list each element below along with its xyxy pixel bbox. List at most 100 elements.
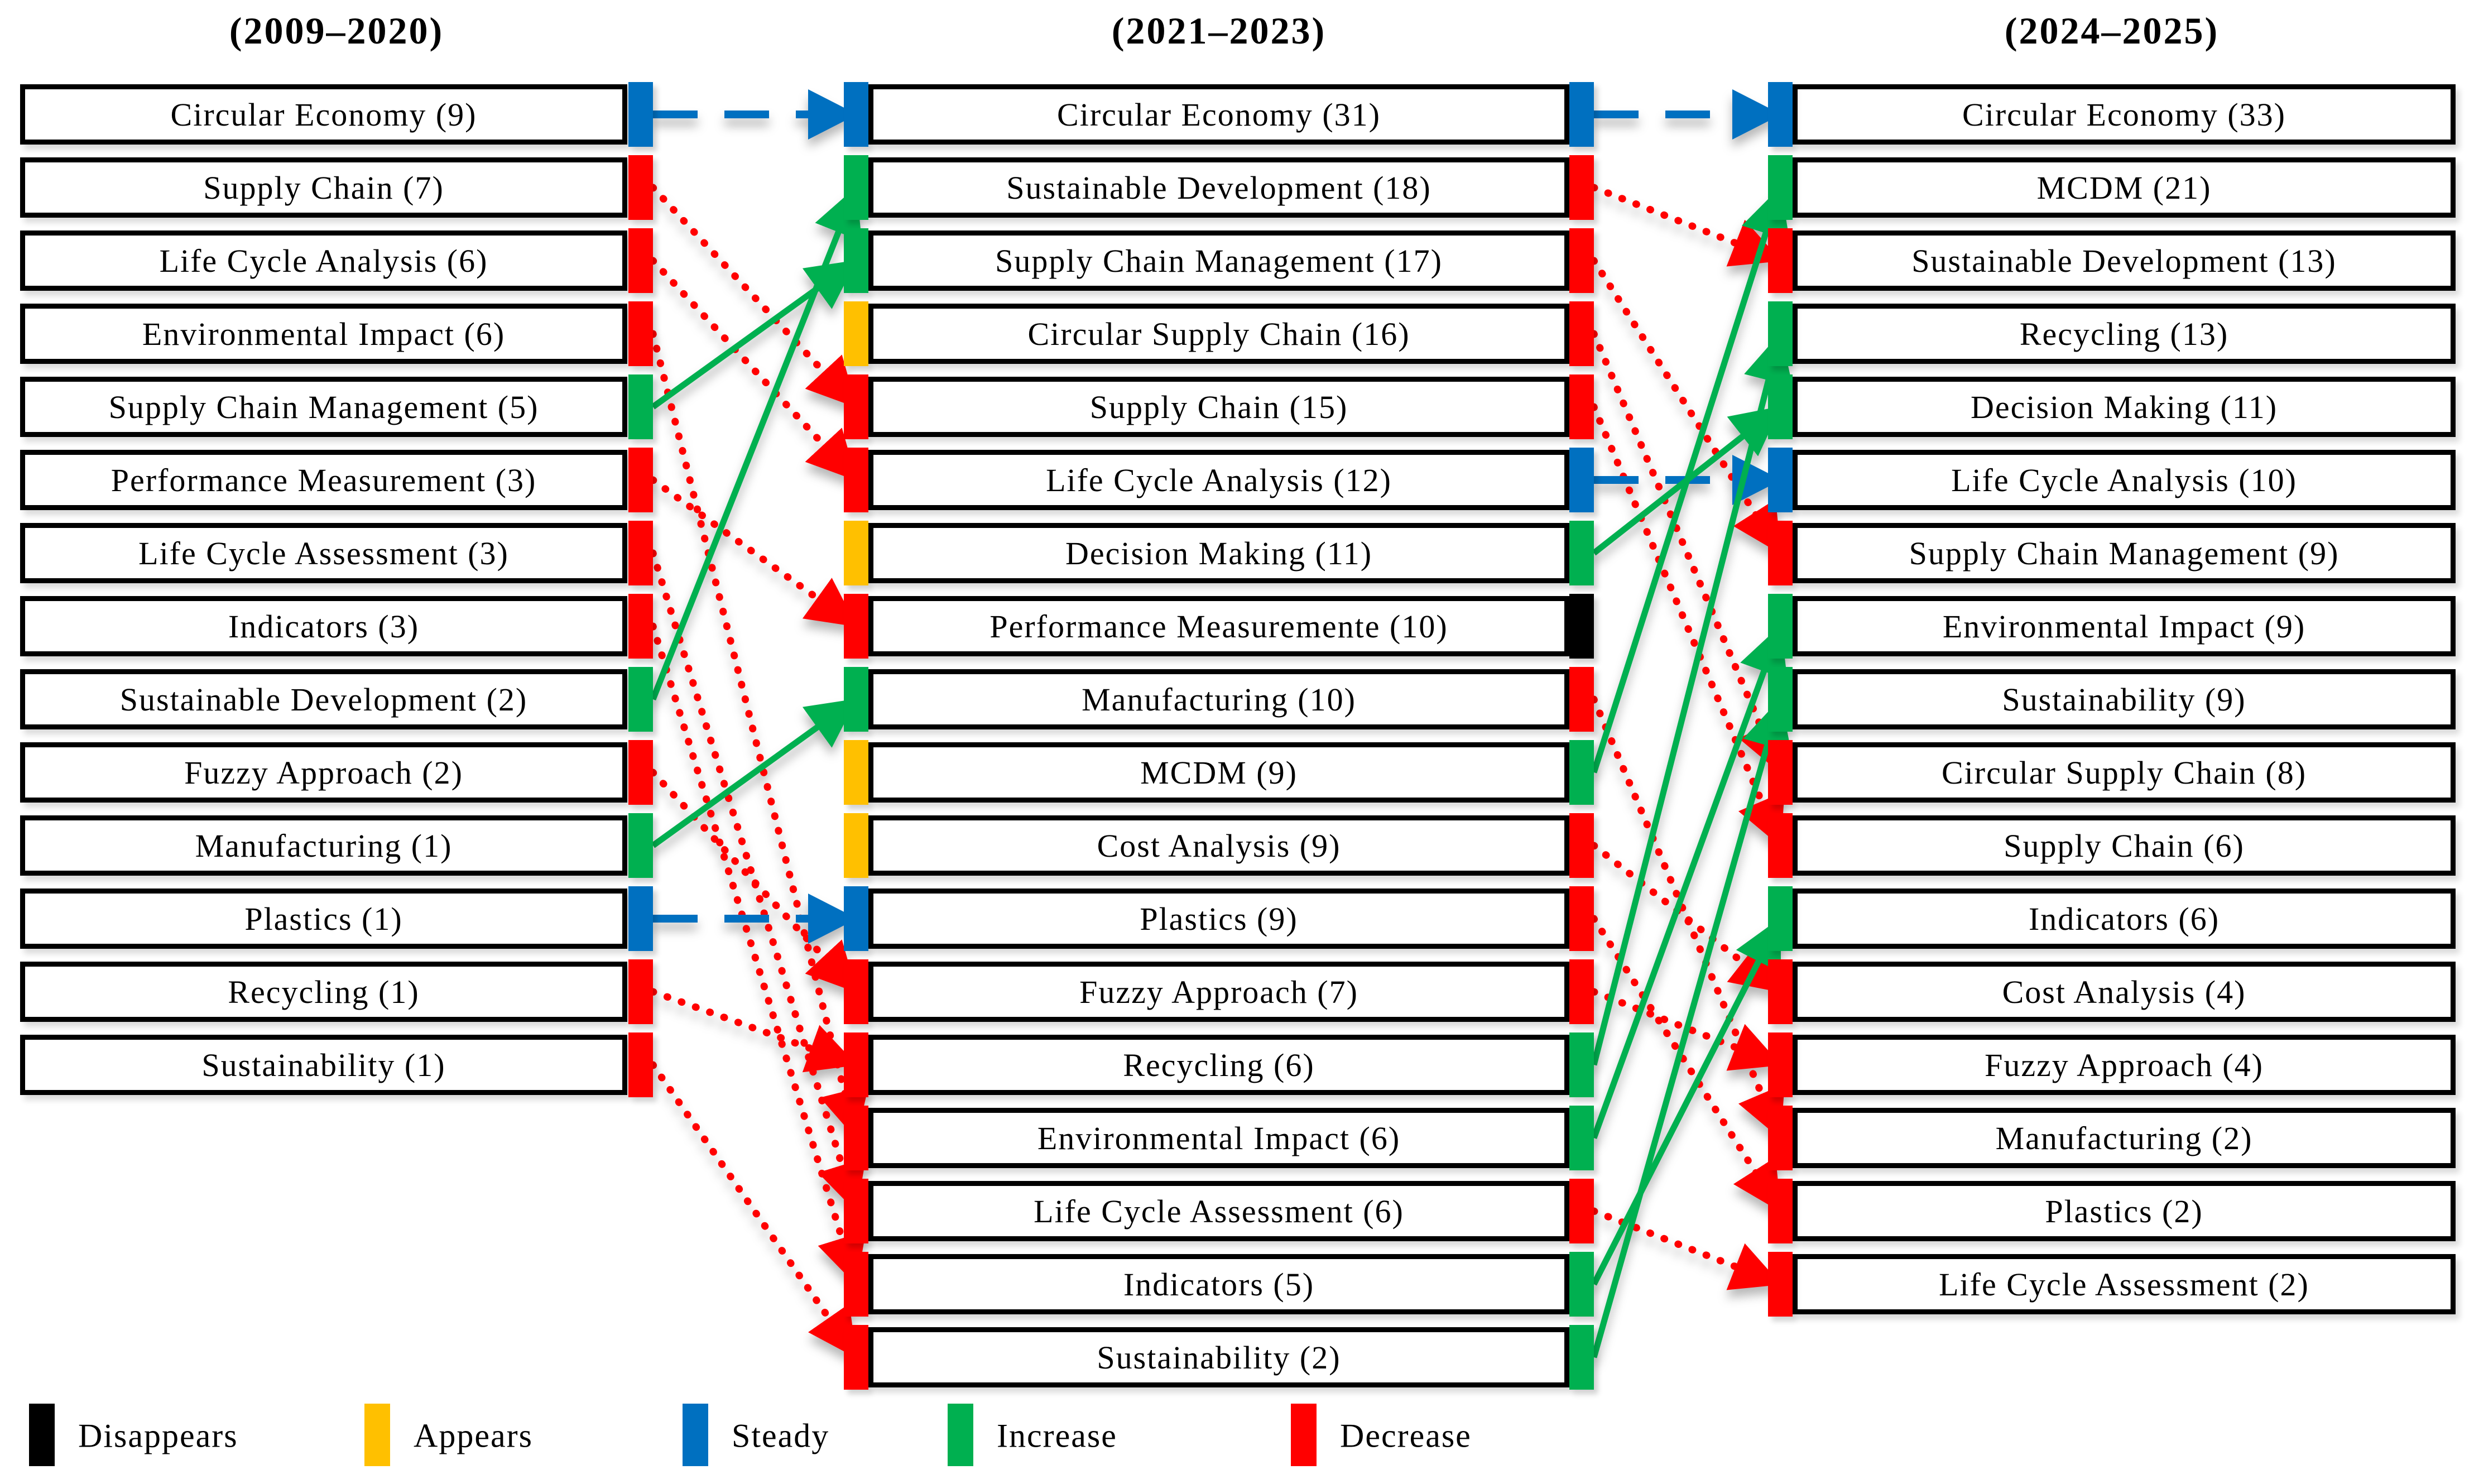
keyword-label: Cost Analysis (4) — [2002, 973, 2246, 1010]
flow-arrow-increase — [1592, 404, 1783, 556]
keyword-box-circular-supply-chain-8: Circular Supply Chain (8) — [1793, 742, 2456, 803]
keyword-box-supply-chain-7: Supply Chain (7) — [20, 157, 627, 218]
status-tab-out-decrease — [1569, 813, 1594, 878]
flow-arrow-increase — [1591, 333, 1793, 1066]
keyword-label: Fuzzy Approach (7) — [1079, 973, 1358, 1010]
keyword-box-circular-economy-33: Circular Economy (33) — [1793, 84, 2456, 145]
keyword-label: Sustainable Development (2) — [119, 681, 528, 718]
status-tab-in-steady — [844, 886, 868, 951]
keyword-label: Circular Economy (33) — [1962, 96, 2286, 133]
status-tab-out-steady — [628, 886, 653, 951]
status-tab-in-decrease — [844, 1032, 868, 1097]
legend-label-decrease: Decrease — [1340, 1417, 1472, 1454]
flow-arrow-decrease — [649, 330, 869, 1142]
keyword-label: Life Cycle Analysis (10) — [1951, 462, 2297, 498]
keyword-box-environmental-impact-6: Environmental Impact (6) — [868, 1108, 1569, 1168]
keyword-label: Decision Making (11) — [1970, 388, 2278, 425]
keyword-label: Sustainability (2) — [1097, 1339, 1341, 1376]
keyword-label: Recycling (6) — [1123, 1046, 1315, 1083]
keyword-box-manufacturing-10: Manufacturing (10) — [868, 669, 1569, 729]
flow-arrow-decrease — [1590, 1207, 1784, 1290]
keyword-box-circular-economy-31: Circular Economy (31) — [868, 84, 1569, 145]
keyword-label: Supply Chain (7) — [203, 169, 444, 206]
status-tab-in-increase — [1768, 301, 1793, 366]
status-tab-in-steady — [1768, 448, 1793, 512]
flow-arrow-increase — [651, 697, 858, 848]
keyword-box-performance-measurement-3: Performance Measurement (3) — [20, 450, 627, 510]
keyword-box-supply-chain-management-9: Supply Chain Management (9) — [1793, 523, 2456, 583]
flow-arrow-increase — [1591, 625, 1788, 1139]
flow-arrow-increase — [1591, 186, 1790, 774]
flow-arrow-decrease — [1590, 403, 1785, 849]
status-tab-in-decrease — [1768, 1106, 1793, 1170]
status-tab-out-decrease — [1569, 155, 1594, 220]
keyword-label: Manufacturing (2) — [1995, 1120, 2253, 1156]
keyword-box-recycling-1: Recycling (1) — [20, 962, 627, 1022]
status-tab-in-decrease — [844, 1179, 868, 1243]
keyword-box-cost-analysis-9: Cost Analysis (9) — [868, 815, 1569, 876]
status-tab-in-decrease — [844, 594, 868, 659]
status-tab-in-decrease — [1768, 959, 1793, 1024]
keyword-label: Manufacturing (10) — [1082, 681, 1356, 718]
keyword-box-life-cycle-assessment-2: Life Cycle Assessment (2) — [1793, 1254, 2456, 1314]
keyword-box-life-cycle-assessment-6: Life Cycle Assessment (6) — [868, 1181, 1569, 1241]
keyword-box-mcdm-9: MCDM (9) — [868, 742, 1569, 803]
keyword-box-circular-economy-9: Circular Economy (9) — [20, 84, 627, 145]
keyword-label: Indicators (6) — [2028, 900, 2220, 937]
keyword-box-plastics-1: Plastics (1) — [20, 889, 627, 949]
status-tab-in-increase — [844, 155, 868, 220]
keyword-box-plastics-2: Plastics (2) — [1793, 1181, 2456, 1241]
status-tab-out-decrease — [628, 155, 653, 220]
keyword-box-supply-chain-management-5: Supply Chain Management (5) — [20, 377, 627, 437]
status-tab-in-decrease — [844, 374, 868, 439]
status-tab-out-decrease — [628, 521, 653, 585]
keyword-box-mcdm-21: MCDM (21) — [1793, 157, 2456, 218]
status-tab-in-increase — [1768, 667, 1793, 732]
keyword-label: Recycling (13) — [2019, 315, 2229, 352]
flow-arrow-decrease — [1590, 695, 1785, 1142]
legend-label-appears: Appears — [414, 1417, 533, 1454]
keyword-label: Supply Chain Management (5) — [108, 388, 539, 425]
status-tab-in-steady — [1768, 82, 1793, 147]
flow-arrow-decrease — [649, 622, 866, 1288]
keyword-box-life-cycle-analysis-12: Life Cycle Analysis (12) — [868, 450, 1569, 510]
status-tab-in-decrease — [1768, 1252, 1793, 1317]
flow-arrow-decrease — [649, 184, 860, 411]
legend-label-disappears: Disappears — [78, 1417, 238, 1454]
keyword-label: Circular Supply Chain (16) — [1027, 315, 1410, 352]
keyword-label: Plastics (9) — [1140, 900, 1298, 937]
status-tab-in-decrease — [844, 1252, 868, 1317]
flow-arrow-increase — [1591, 917, 1783, 1286]
keyword-box-fuzzy-approach-4: Fuzzy Approach (4) — [1793, 1035, 2456, 1095]
status-tab-in-decrease — [844, 1106, 868, 1170]
keyword-label: MCDM (9) — [1140, 754, 1298, 791]
status-tab-in-decrease — [1768, 1179, 1793, 1243]
legend-label-increase: Increase — [997, 1417, 1117, 1454]
flow-arrow-decrease — [1590, 184, 1784, 267]
status-tab-out-decrease — [1569, 886, 1594, 951]
status-tab-out-disappears — [1569, 594, 1594, 659]
period-header-2021-2023: (2021–2023) — [1111, 9, 1327, 52]
status-tab-out-steady — [628, 82, 653, 147]
keyword-box-circular-supply-chain-16: Circular Supply Chain (16) — [868, 304, 1569, 364]
keyword-box-sustainable-development-13: Sustainable Development (13) — [1793, 230, 2456, 291]
flow-arrow-decrease — [649, 988, 860, 1073]
keyword-label: Plastics (1) — [244, 900, 403, 937]
keyword-label: Decision Making (11) — [1065, 535, 1373, 571]
keyword-box-supply-chain-management-17: Supply Chain Management (17) — [868, 230, 1569, 291]
keyword-label: Life Cycle Analysis (6) — [159, 242, 488, 279]
flow-arrow-decrease — [649, 769, 860, 996]
keyword-label: Supply Chain (6) — [2004, 827, 2245, 864]
status-tab-in-increase — [1768, 155, 1793, 220]
flow-arrow-decrease — [1590, 988, 1784, 1071]
keyword-label: Performance Measurement (3) — [111, 462, 537, 498]
keyword-box-plastics-9: Plastics (9) — [868, 889, 1569, 949]
keyword-box-manufacturing-2: Manufacturing (2) — [1793, 1108, 2456, 1168]
keyword-label: Performance Measuremente (10) — [989, 608, 1448, 645]
keyword-box-sustainability-1: Sustainability (1) — [20, 1035, 627, 1095]
flow-arrow-decrease — [1590, 330, 1785, 776]
flow-arrow-decrease — [649, 549, 866, 1215]
keyword-label: Environmental Impact (6) — [1037, 1120, 1401, 1156]
status-tab-out-increase — [1569, 521, 1594, 585]
